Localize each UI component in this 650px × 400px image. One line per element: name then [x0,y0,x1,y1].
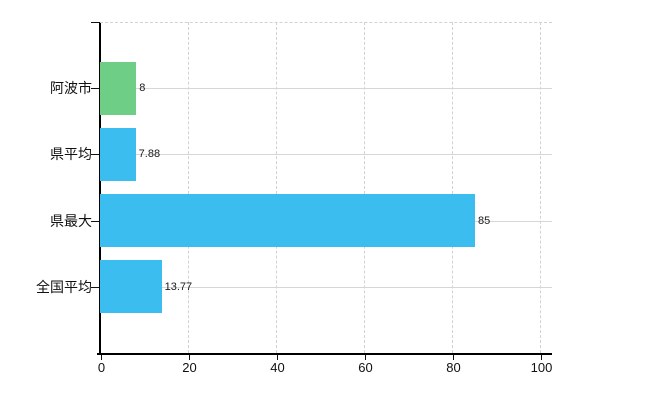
x-tick-label: 20 [182,360,197,375]
x-gridline [540,22,541,353]
x-axis-tick [365,355,366,360]
category-label: 県平均 [50,146,92,163]
x-axis-line [97,353,552,355]
x-gridline [452,22,453,353]
value-label: 8 [139,82,146,95]
y-axis-line [99,22,101,354]
category-gridline [100,154,552,156]
bar-2 [100,194,475,248]
value-label: 7.88 [138,148,161,161]
plot-top-gridline [100,22,552,23]
y-axis-tick [91,154,99,156]
y-axis-tick [91,88,99,90]
y-axis-tick [91,220,99,222]
bar-3 [100,260,162,314]
x-tick-label: 60 [358,360,373,375]
x-axis-tick [541,355,542,360]
x-axis-tick [101,355,102,360]
y-axis-tick [91,22,99,23]
value-label: 85 [478,214,491,227]
x-tick-label: 100 [530,360,553,375]
x-tick-label: 80 [446,360,461,375]
bar-0 [100,61,137,115]
plot-area: 8 7.88 85 13.77 [100,22,552,353]
category-label: 全国平均 [36,278,92,295]
x-gridline [188,22,189,353]
x-axis-tick [189,355,190,360]
category-label: 県最大 [50,212,92,229]
category-gridline [100,88,552,90]
y-axis-tick [91,286,99,288]
x-axis-tick [277,355,278,360]
category-label: 阿波市 [50,80,92,97]
x-gridline [276,22,277,353]
x-gridline [364,22,365,353]
value-label: 13.77 [164,280,193,293]
x-axis-tick [453,355,454,360]
x-tick-label: 0 [97,360,106,375]
category-gridline [100,286,552,288]
x-tick-label: 40 [270,360,285,375]
bar-1 [100,127,136,181]
